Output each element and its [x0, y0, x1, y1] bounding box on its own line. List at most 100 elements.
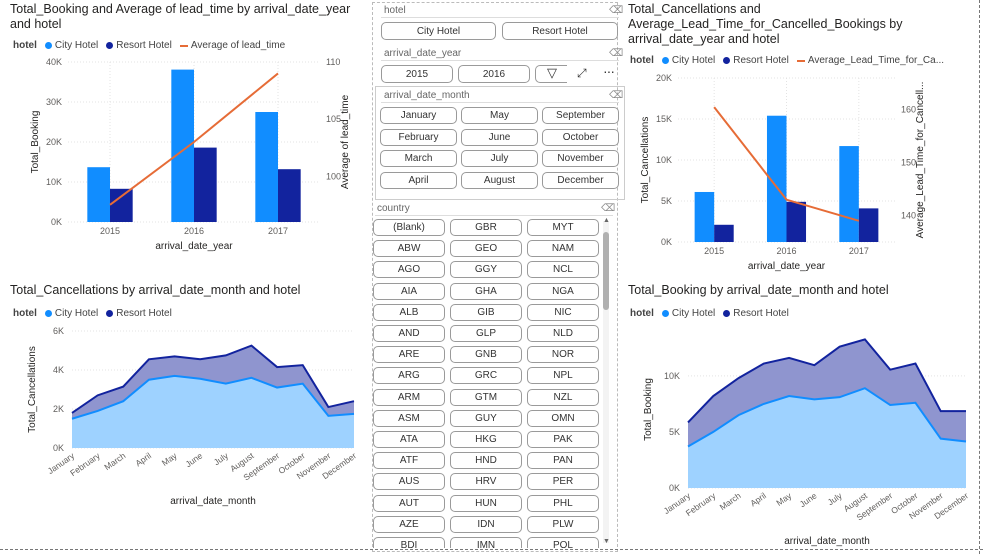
- bar-resort-hotel: [278, 169, 301, 222]
- slicer-option-country[interactable]: ARE: [373, 346, 445, 364]
- area-city-hotel: [688, 388, 966, 488]
- clear-selection-icon[interactable]: ⌫: [609, 90, 624, 101]
- slicer-option-august[interactable]: August: [461, 171, 538, 189]
- slicer-option-country[interactable]: OMN: [527, 409, 599, 427]
- slicer-option-country[interactable]: AUT: [373, 494, 445, 512]
- slicer-option-country[interactable]: ASM: [373, 409, 445, 427]
- slicer-option-country[interactable]: IMN: [450, 537, 522, 548]
- slicer-option-country[interactable]: GHA: [450, 282, 522, 300]
- slicer-option-country[interactable]: ATA: [373, 431, 445, 448]
- slicer-option-2017-partial[interactable]: [535, 65, 567, 83]
- slicer-option-country[interactable]: MYT: [527, 219, 599, 236]
- y-tick-label: 0K: [669, 483, 680, 493]
- slicer-option-country[interactable]: ABW: [373, 240, 445, 258]
- month-slicer-divider: [381, 102, 619, 103]
- chart2-legend: hotel City Hotel Resort Hotel Average_Le…: [630, 55, 948, 66]
- slicer-option-january[interactable]: January: [380, 107, 457, 124]
- slicer-option-country[interactable]: ATF: [373, 452, 445, 470]
- y2-tick-label: 150: [901, 158, 916, 168]
- chart2-title: Total_Cancellations and Average_Lead_Tim…: [628, 2, 903, 46]
- slicer-option-country[interactable]: ALB: [373, 303, 445, 321]
- slicer-option-october[interactable]: October: [542, 128, 619, 146]
- slicer-option-country[interactable]: PLW: [527, 515, 599, 533]
- chart-booking-by-month: Total_Booking by arrival_date_month and …: [628, 283, 978, 551]
- slicer-option-country[interactable]: (Blank): [373, 219, 445, 236]
- clear-selection-icon[interactable]: ⌫: [609, 5, 624, 16]
- slicer-option-country[interactable]: GNB: [450, 346, 522, 364]
- more-options-icon[interactable]: ···: [603, 63, 615, 79]
- bar-resort-hotel: [786, 201, 807, 242]
- slicer-option-country[interactable]: IDN: [450, 515, 522, 533]
- slicer-option-country[interactable]: HRV: [450, 473, 522, 491]
- slicer-panel-border: [372, 2, 618, 552]
- slicer-option-city-hotel[interactable]: City Hotel: [381, 22, 496, 40]
- month-slicer-header: arrival_date_month: [384, 90, 470, 101]
- slicer-option-july[interactable]: July: [461, 150, 538, 167]
- slicer-option-country[interactable]: NCL: [527, 261, 599, 279]
- slicer-option-country[interactable]: AND: [373, 325, 445, 342]
- country-scrollbar-thumb[interactable]: [603, 232, 609, 310]
- slicer-option-country[interactable]: NAM: [527, 240, 599, 258]
- slicer-option-country[interactable]: HUN: [450, 494, 522, 512]
- y2-tick-label: 100: [326, 171, 341, 181]
- slicer-option-resort-hotel[interactable]: Resort Hotel: [502, 22, 618, 40]
- city-dot-icon: [44, 42, 52, 49]
- slicer-option-country[interactable]: AIA: [373, 282, 445, 300]
- slicer-option-april[interactable]: April: [380, 171, 457, 189]
- clear-selection-icon[interactable]: ⌫: [601, 203, 616, 214]
- slicer-option-country[interactable]: HND: [450, 452, 522, 470]
- slicer-option-country[interactable]: NPL: [527, 367, 599, 385]
- slicer-option-country[interactable]: NZL: [527, 388, 599, 406]
- slicer-option-country[interactable]: AUS: [373, 473, 445, 491]
- slicer-option-december[interactable]: December: [542, 171, 619, 189]
- slicer-option-country[interactable]: PAN: [527, 452, 599, 470]
- slicer-option-country[interactable]: HKG: [450, 431, 522, 448]
- country-slicer-divider: [375, 215, 613, 216]
- y-tick-label: 6K: [53, 326, 64, 336]
- slicer-option-country[interactable]: PAK: [527, 431, 599, 448]
- slicer-option-country[interactable]: AGO: [373, 261, 445, 279]
- slicer-option-country[interactable]: GEO: [450, 240, 522, 258]
- scroll-down-icon[interactable]: ▼: [603, 538, 610, 545]
- slicer-option-september[interactable]: September: [542, 107, 619, 124]
- slicer-option-country[interactable]: PHL: [527, 494, 599, 512]
- y2-tick-label: 160: [901, 105, 916, 115]
- chart1-title: Total_Booking and Average of lead_time b…: [10, 2, 351, 31]
- slicer-option-may[interactable]: May: [461, 107, 538, 124]
- slicer-option-november[interactable]: November: [542, 150, 619, 167]
- bar-city-hotel: [839, 146, 859, 242]
- slicer-option-country[interactable]: GUY: [450, 409, 522, 427]
- slicer-option-2016[interactable]: 2016: [458, 65, 530, 83]
- slicer-option-february[interactable]: February: [380, 128, 457, 146]
- slicer-option-country[interactable]: NLD: [527, 325, 599, 342]
- slicer-option-country[interactable]: GLP: [450, 325, 522, 342]
- slicer-option-country[interactable]: NOR: [527, 346, 599, 364]
- slicer-option-country[interactable]: ARG: [373, 367, 445, 385]
- country-slicer-header: country: [377, 203, 410, 214]
- slicer-option-2015[interactable]: 2015: [381, 65, 453, 83]
- x-axis-title: arrival_date_year: [155, 241, 233, 252]
- slicer-option-country[interactable]: POL: [527, 537, 599, 548]
- slicer-option-march[interactable]: March: [380, 150, 457, 167]
- slicer-option-country[interactable]: NIC: [527, 303, 599, 321]
- slicer-option-country[interactable]: AZE: [373, 515, 445, 533]
- slicer-option-country[interactable]: ARM: [373, 388, 445, 406]
- country-scrollbar-track[interactable]: [603, 221, 609, 543]
- slicer-option-country[interactable]: GIB: [450, 303, 522, 321]
- focus-mode-icon[interactable]: ⤢: [577, 66, 587, 80]
- slicer-option-country[interactable]: GGY: [450, 261, 522, 279]
- slicer-option-country[interactable]: PER: [527, 473, 599, 491]
- slicer-option-country[interactable]: BDI: [373, 537, 445, 548]
- slicer-option-country[interactable]: NGA: [527, 282, 599, 300]
- slicer-option-june[interactable]: June: [461, 128, 538, 146]
- line-legend-icon: [179, 44, 188, 47]
- scroll-up-icon[interactable]: ▲: [603, 217, 610, 224]
- filter-icon[interactable]: ▽: [547, 65, 557, 80]
- legend-item-avg-lead-time-cancelled: Average_Lead_Time_for_Ca...: [796, 55, 944, 66]
- y-axis-title: Total_Booking: [30, 111, 41, 174]
- slicer-option-country[interactable]: GTM: [450, 388, 522, 406]
- slicer-option-country[interactable]: GBR: [450, 219, 522, 236]
- clear-selection-icon[interactable]: ⌫: [609, 48, 624, 59]
- slicer-option-country[interactable]: GRC: [450, 367, 522, 385]
